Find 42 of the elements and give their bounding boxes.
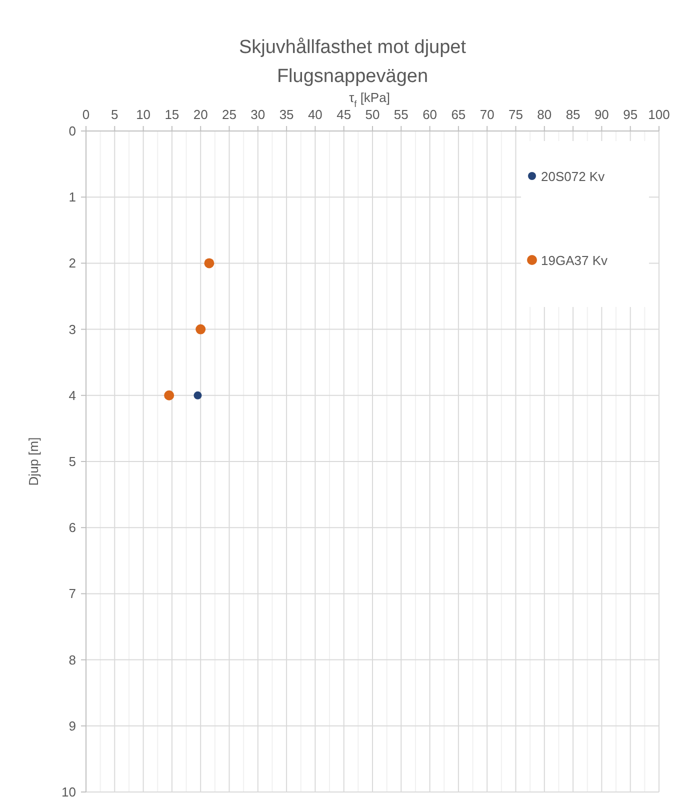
x-tick-label: 75 (508, 107, 523, 122)
y-tick-label: 6 (68, 520, 76, 536)
x-tick-label: 20 (193, 107, 208, 122)
x-tick-label: 85 (566, 107, 580, 122)
x-tick-label: 55 (394, 107, 408, 122)
x-tick-label: 100 (648, 107, 670, 122)
x-tick-label: 50 (365, 107, 380, 122)
y-tick-label: 5 (68, 454, 76, 469)
y-tick-label: 8 (68, 652, 76, 668)
x-tick-label: 40 (308, 107, 322, 122)
chart-title: Skjuvhållfasthet mot djupet (238, 37, 467, 58)
y-tick-label: 9 (68, 718, 76, 734)
point (164, 390, 174, 400)
y-tick-label: 7 (68, 586, 76, 602)
x-tick-label: 5 (111, 107, 118, 122)
y-tick-label: 1 (68, 190, 76, 205)
point (194, 391, 202, 400)
x-tick-label: 80 (537, 107, 552, 122)
legend-label: 20S072 Kv (541, 169, 606, 184)
y-tick-label: 3 (68, 322, 76, 337)
y-tick-label: 4 (68, 388, 76, 403)
x-tick-label: 15 (164, 107, 180, 122)
legend-label: 19GA37 Kv (541, 253, 608, 268)
x-tick-label: 0 (82, 107, 90, 122)
x-tick-label: 25 (222, 107, 236, 122)
point (196, 324, 206, 334)
y-tick-label: 0 (68, 124, 76, 138)
x-tick-label: 65 (451, 107, 466, 122)
x-tick-label: 95 (623, 107, 638, 122)
chart-subtitle: Flugsnappevägen (276, 66, 428, 87)
x-tick-label: 35 (279, 107, 294, 122)
y-tick-label: 2 (68, 256, 76, 271)
x-tick-label: 45 (336, 107, 352, 122)
x-axis-title: τ$_{f}$ [kPa] (349, 90, 390, 109)
point (204, 258, 214, 268)
y-axis-title: Djup [m] (26, 437, 41, 486)
x-tick-label: 60 (422, 107, 438, 122)
x-tick-label: 90 (594, 107, 609, 122)
y-tick-label: 10 (62, 784, 76, 800)
x-tick-label: 30 (250, 107, 266, 122)
x-tick-label: 70 (480, 107, 494, 122)
x-tick-label: 10 (136, 107, 151, 122)
